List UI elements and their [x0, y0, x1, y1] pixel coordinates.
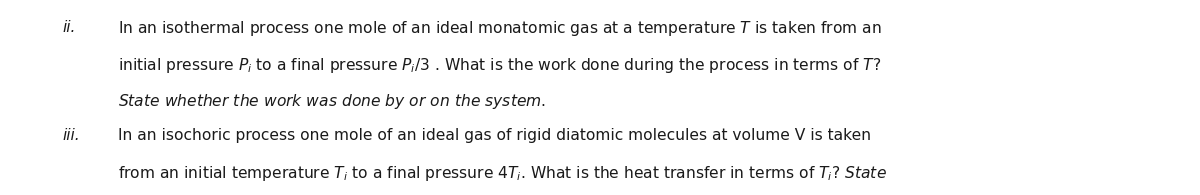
Text: from an initial temperature $\mathit{T_i}$ to a final pressure 4$\mathit{T_i}$. : from an initial temperature $\mathit{T_i… — [118, 164, 887, 183]
Text: iii.: iii. — [62, 128, 80, 143]
Text: ii.: ii. — [62, 20, 76, 35]
Text: In an isochoric process one mole of an ideal gas of rigid diatomic molecules at : In an isochoric process one mole of an i… — [118, 128, 871, 143]
Text: initial pressure $\mathit{P_i}$ to a final pressure $\mathit{P_i}$/3 . What is t: initial pressure $\mathit{P_i}$ to a fin… — [118, 56, 881, 74]
Text: In an isothermal process one mole of an ideal monatomic gas at a temperature $\m: In an isothermal process one mole of an … — [118, 20, 881, 38]
Text: $\mathit{State\ whether\ the\ work\ was\ done\ by\ or\ on\ the\ system.}$: $\mathit{State\ whether\ the\ work\ was\… — [118, 92, 546, 111]
